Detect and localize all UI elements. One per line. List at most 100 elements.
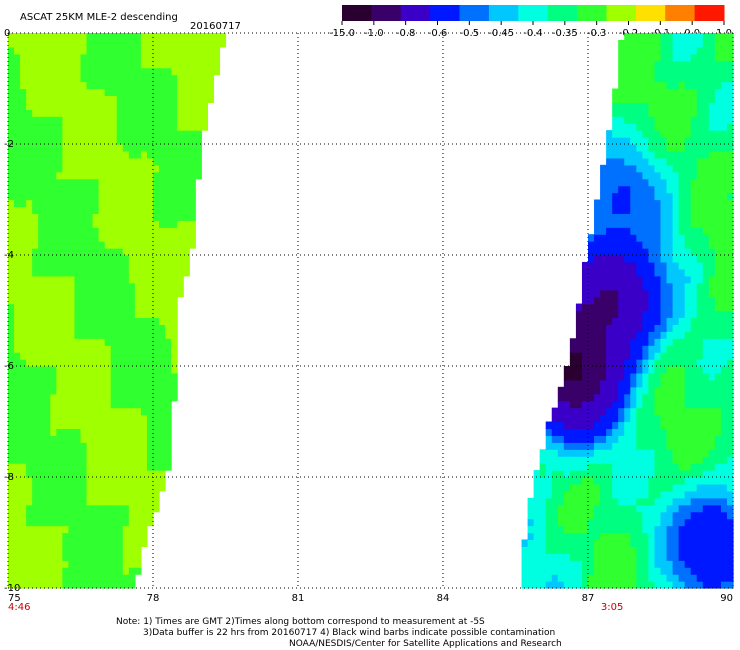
data-cell — [32, 296, 39, 305]
data-cell — [74, 428, 82, 436]
data-cell — [678, 428, 686, 436]
data-cell — [684, 532, 692, 541]
data-cell — [183, 164, 190, 173]
data-cell — [38, 393, 45, 402]
data-cell — [690, 123, 698, 131]
data-cell — [86, 407, 94, 416]
data-cell — [56, 67, 63, 76]
data-cell — [678, 303, 686, 312]
data-cell — [642, 407, 650, 416]
data-cell — [8, 366, 15, 374]
data-cell — [80, 518, 88, 527]
data-cell — [183, 178, 190, 187]
data-cell — [80, 130, 88, 138]
data-cell — [20, 525, 27, 534]
data-cell — [569, 470, 577, 478]
data-cell — [8, 393, 15, 402]
data-cell — [171, 185, 178, 194]
data-cell — [122, 178, 130, 187]
data-cell — [612, 518, 619, 527]
data-cell — [183, 206, 190, 214]
data-cell — [690, 518, 698, 527]
data-cell — [14, 81, 21, 90]
data-cell — [32, 553, 39, 561]
data-cell — [666, 560, 674, 568]
data-cell — [551, 490, 559, 499]
data-cell — [696, 130, 704, 138]
data-cell — [56, 137, 63, 145]
data-cell — [110, 497, 118, 506]
data-cell — [684, 497, 692, 506]
data-cell — [74, 421, 82, 430]
data-cell — [636, 414, 643, 423]
data-cell — [128, 234, 136, 242]
data-cell — [594, 414, 601, 423]
data-cell — [630, 289, 637, 298]
data-cell — [654, 560, 662, 568]
data-cell — [720, 490, 728, 499]
data-cell — [165, 463, 172, 471]
data-cell — [110, 137, 118, 145]
data-cell — [134, 164, 142, 173]
data-cell — [630, 379, 637, 388]
data-cell — [575, 511, 583, 520]
data-cell — [32, 574, 39, 582]
data-cell — [74, 192, 82, 201]
data-cell — [26, 352, 33, 360]
data-cell — [702, 393, 710, 402]
data-cell — [563, 567, 571, 575]
data-cell — [14, 234, 21, 242]
data-cell — [183, 137, 190, 145]
data-cell — [612, 109, 619, 117]
data-cell — [672, 241, 680, 249]
data-cell — [140, 331, 148, 339]
data-cell — [68, 81, 76, 90]
data-cell — [26, 366, 33, 374]
data-cell — [26, 39, 33, 48]
data-cell — [630, 199, 637, 208]
data-cell — [690, 199, 698, 208]
data-cell — [654, 407, 662, 416]
data-cell — [720, 116, 728, 124]
data-cell — [195, 81, 202, 90]
data-cell — [684, 372, 692, 381]
data-cell — [134, 518, 142, 527]
data-cell — [618, 53, 625, 62]
data-cell — [134, 289, 142, 298]
data-cell — [146, 407, 154, 416]
data-cell — [38, 130, 45, 138]
data-cell — [648, 116, 656, 124]
data-cell — [714, 88, 722, 97]
data-cell — [648, 386, 656, 395]
data-cell — [98, 345, 106, 353]
data-cell — [38, 428, 45, 436]
data-cell — [146, 477, 154, 485]
data-cell — [140, 199, 148, 208]
data-cell — [8, 435, 15, 443]
data-cell — [660, 581, 668, 589]
data-cell — [569, 407, 577, 416]
data-cell — [726, 310, 734, 319]
data-cell — [600, 456, 607, 464]
data-cell — [116, 88, 124, 97]
data-cell — [74, 525, 82, 534]
data-cell — [575, 393, 583, 402]
data-cell — [539, 470, 547, 478]
data-cell — [122, 123, 130, 131]
data-cell — [678, 400, 686, 409]
data-cell — [636, 574, 643, 582]
data-cell — [146, 483, 154, 492]
data-cell — [134, 275, 142, 284]
data-cell — [678, 46, 686, 55]
data-cell — [8, 289, 15, 298]
data-cell — [678, 53, 686, 62]
data-cell — [134, 171, 142, 180]
data-cell — [636, 88, 643, 97]
data-cell — [68, 581, 76, 589]
data-cell — [666, 352, 674, 360]
data-cell — [636, 449, 643, 457]
data-cell — [134, 407, 142, 416]
data-cell — [678, 144, 686, 152]
data-cell — [714, 234, 722, 242]
data-cell — [134, 88, 142, 97]
